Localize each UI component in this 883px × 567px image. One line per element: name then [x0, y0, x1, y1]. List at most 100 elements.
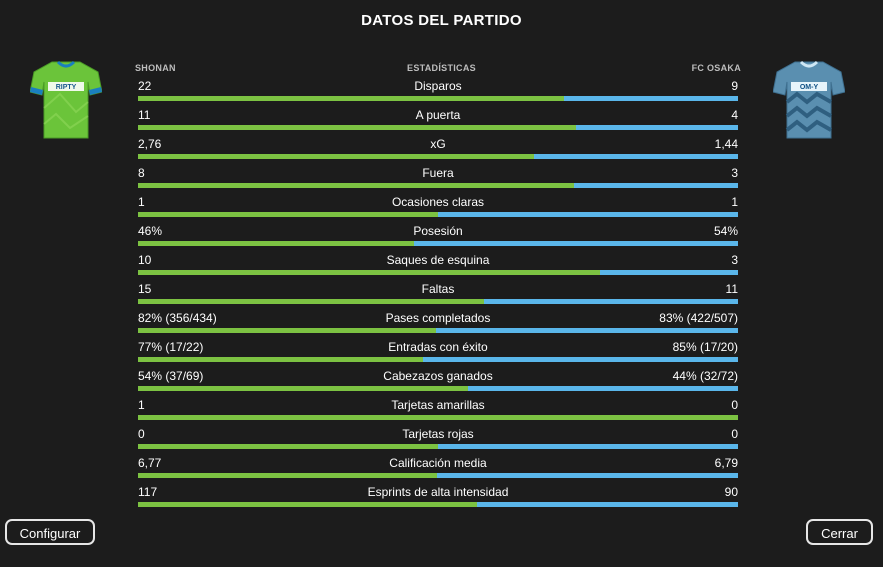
stat-home-value: 82% (356/434) — [138, 311, 217, 325]
stat-away-value: 83% (422/507) — [659, 311, 738, 325]
home-share-bar — [138, 444, 438, 449]
stat-label: Entradas con éxito — [388, 340, 488, 354]
home-share-bar — [138, 415, 738, 420]
stat-label: xG — [430, 137, 446, 151]
home-share-bar — [138, 212, 438, 217]
stat-home-value: 1 — [138, 398, 145, 412]
away-share-bar — [437, 473, 738, 478]
stat-row: 54% (37/69) Cabezazos ganados 44% (32/72) — [138, 368, 738, 397]
stat-label: Calificación media — [389, 456, 487, 470]
away-share-bar — [600, 270, 738, 275]
stat-away-value: 6,79 — [714, 456, 738, 470]
stat-label: Saques de esquina — [386, 253, 490, 267]
away-share-bar — [484, 299, 738, 304]
stat-home-value: 0 — [138, 427, 145, 441]
away-share-bar — [438, 212, 738, 217]
stat-label: Esprints de alta intensidad — [367, 485, 509, 499]
stat-away-value: 1 — [731, 195, 738, 209]
away-share-bar — [576, 125, 738, 130]
home-team-name: SHONAN — [135, 63, 176, 73]
home-share-bar — [138, 154, 534, 159]
stat-comparison-bar — [138, 96, 738, 101]
away-share-bar — [574, 183, 738, 188]
home-kit-icon: RIPTY — [30, 60, 102, 139]
away-share-bar — [436, 328, 738, 333]
away-share-bar — [414, 241, 738, 246]
stat-label: Cabezazos ganados — [383, 369, 493, 383]
stat-comparison-bar — [138, 386, 738, 391]
stat-label: Tarjetas rojas — [402, 427, 474, 441]
away-kit-sponsor: OM-Y — [800, 84, 819, 91]
stat-comparison-bar — [138, 444, 738, 449]
stat-away-value: 85% (17/20) — [672, 340, 738, 354]
away-share-bar — [477, 502, 738, 507]
stat-row: 2,76 xG 1,44 — [138, 136, 738, 165]
configure-button[interactable]: Configurar — [5, 519, 95, 545]
home-share-bar — [138, 357, 423, 362]
home-share-bar — [138, 502, 477, 507]
stat-label: Posesión — [413, 224, 463, 238]
stat-row: 15 Faltas 11 — [138, 281, 738, 310]
stat-comparison-bar — [138, 212, 738, 217]
stat-row: 6,77 Calificación media 6,79 — [138, 455, 738, 484]
stat-comparison-bar — [138, 183, 738, 188]
stat-home-value: 11 — [138, 108, 151, 122]
stat-away-value: 44% (32/72) — [672, 369, 738, 383]
stat-away-value: 90 — [724, 485, 738, 499]
stat-away-value: 0 — [731, 427, 738, 441]
stat-row: 22 Disparos 9 — [138, 78, 738, 107]
stat-label: Tarjetas amarillas — [391, 398, 485, 412]
away-team-name: FC OSAKA — [691, 63, 741, 73]
home-share-bar — [138, 241, 414, 246]
stat-comparison-bar — [138, 241, 738, 246]
home-share-bar — [138, 270, 600, 275]
home-share-bar — [138, 386, 468, 391]
stat-away-value: 0 — [731, 398, 738, 412]
stats-header: ESTADÍSTICAS — [407, 63, 476, 73]
stat-away-value: 11 — [725, 282, 738, 296]
home-share-bar — [138, 473, 438, 478]
stat-label: Ocasiones claras — [391, 195, 485, 209]
stat-home-value: 15 — [138, 282, 152, 296]
stat-home-value: 2,76 — [138, 137, 162, 151]
close-button[interactable]: Cerrar — [806, 519, 873, 545]
stat-home-value: 54% (37/69) — [138, 369, 204, 383]
stat-away-value: 54% — [713, 224, 738, 238]
page-title: DATOS DEL PARTIDO — [361, 12, 522, 29]
stat-row: 1 Tarjetas amarillas 0 — [138, 397, 738, 426]
stats-table: 22 Disparos 9 11 A puerta 4 2,76 xG 1,44 8 Fuera 3 1… — [138, 78, 738, 513]
stat-row: 46% Posesión 54% — [138, 223, 738, 252]
stat-home-value: 8 — [138, 166, 145, 180]
stat-row: 8 Fuera 3 — [138, 165, 738, 194]
home-share-bar — [138, 183, 575, 188]
stat-away-value: 1,44 — [714, 137, 738, 151]
stat-row: 117 Esprints de alta intensidad 90 — [138, 484, 738, 513]
stat-label: A puerta — [415, 108, 461, 122]
stat-label: Disparos — [414, 79, 462, 93]
stat-home-value: 1 — [138, 195, 145, 209]
home-share-bar — [138, 125, 576, 130]
stat-home-value: 22 — [138, 79, 152, 93]
stat-row: 0 Tarjetas rojas 0 — [138, 426, 738, 455]
stat-label: Fuera — [422, 166, 454, 180]
stat-row: 82% (356/434) Pases completados 83% (422/5… — [138, 310, 738, 339]
away-share-bar — [468, 386, 738, 391]
away-share-bar — [534, 154, 738, 159]
stat-comparison-bar — [138, 154, 738, 159]
stat-row: 1 Ocasiones claras 1 — [138, 194, 738, 223]
stat-comparison-bar — [138, 473, 738, 478]
stat-comparison-bar — [138, 270, 738, 275]
stat-away-value: 3 — [731, 253, 738, 267]
stat-row: 77% (17/22) Entradas con éxito 85% (17/20) — [138, 339, 738, 368]
stat-home-value: 6,77 — [138, 456, 162, 470]
stat-row: 10 Saques de esquina 3 — [138, 252, 738, 281]
away-share-bar — [564, 96, 738, 101]
stat-label: Faltas — [421, 282, 455, 296]
stat-home-value: 117 — [138, 485, 158, 499]
home-share-bar — [138, 299, 485, 304]
stat-away-value: 4 — [731, 108, 738, 122]
home-share-bar — [138, 328, 437, 333]
stat-row: 11 A puerta 4 — [138, 107, 738, 136]
home-share-bar — [138, 96, 564, 101]
stat-away-value: 3 — [731, 166, 738, 180]
